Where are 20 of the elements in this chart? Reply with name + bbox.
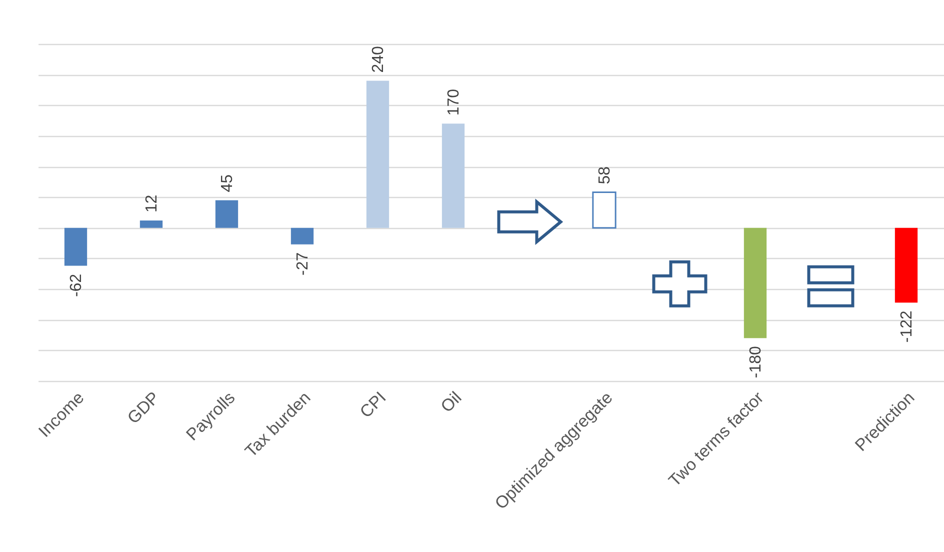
data-label: -122 xyxy=(898,310,916,343)
data-label: -62 xyxy=(68,274,85,297)
data-label: -180 xyxy=(747,346,764,378)
x-tick-label: CPI xyxy=(356,388,390,422)
data-label: 240 xyxy=(370,46,387,73)
bar xyxy=(140,220,163,228)
bar xyxy=(744,228,767,338)
x-tick-label: Oil xyxy=(437,388,466,416)
bar xyxy=(442,124,465,228)
data-label: 170 xyxy=(445,88,462,116)
bar xyxy=(894,228,918,303)
data-label: 58 xyxy=(596,166,614,184)
data-label: 45 xyxy=(218,174,236,192)
bar xyxy=(215,200,238,228)
data-label: 12 xyxy=(143,194,160,212)
data-label: -27 xyxy=(294,252,312,276)
bar xyxy=(290,228,314,244)
bar xyxy=(64,228,88,266)
bar xyxy=(592,192,616,229)
bar xyxy=(366,80,390,228)
